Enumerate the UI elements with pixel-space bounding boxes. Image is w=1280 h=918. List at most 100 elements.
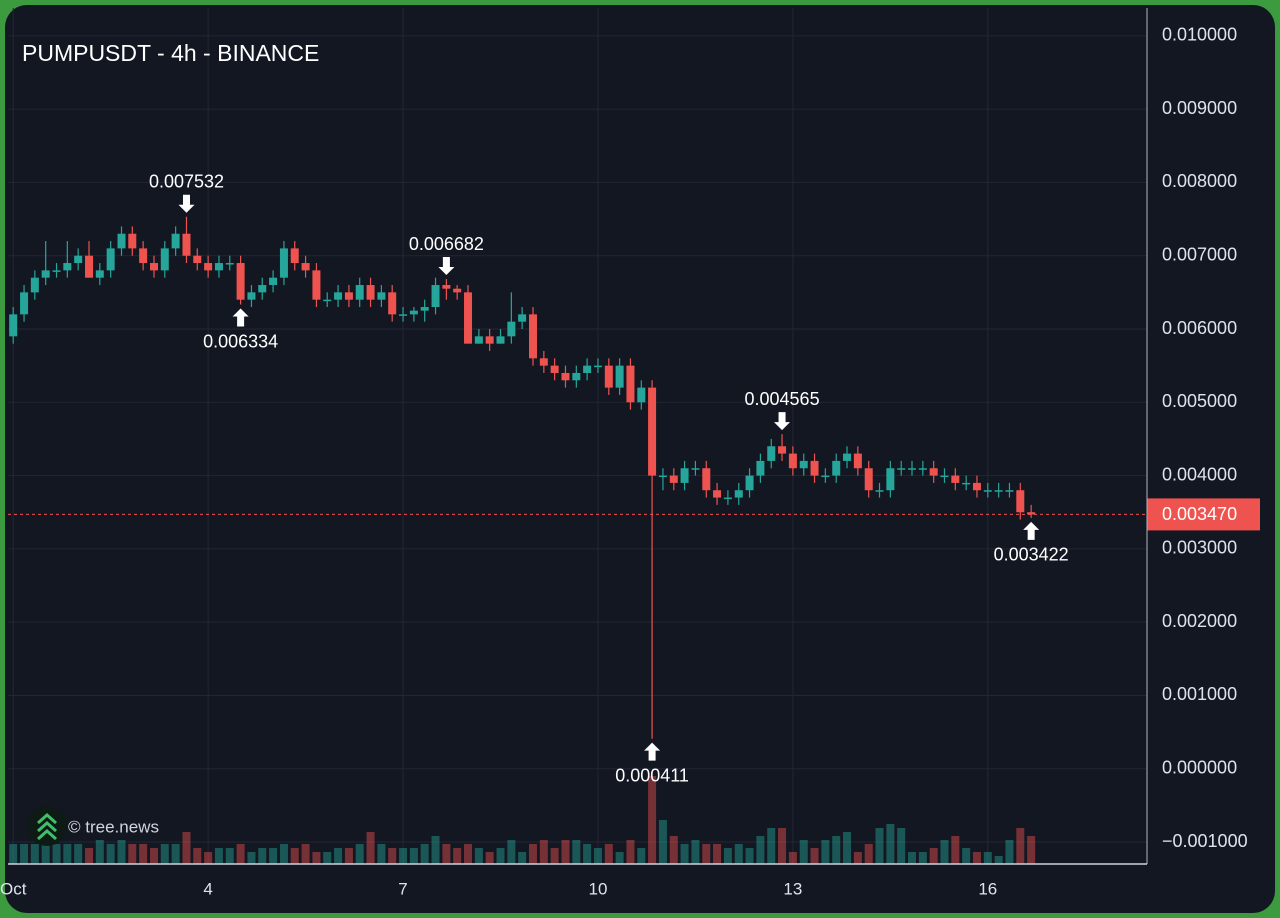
candle-body [85,255,94,278]
candle-body [160,248,169,271]
volume-bar [745,848,754,864]
volume-bar [1005,840,1014,864]
volume-bar [799,840,808,864]
chart-title: PUMPUSDT - 4h - BINANCE [22,40,319,66]
volume-bar [864,844,873,864]
candle-body [821,475,830,478]
candle-body [236,263,245,300]
candle-body [399,314,408,316]
candle-body [572,372,581,381]
candle-body [442,285,451,289]
candle-body [648,387,657,476]
candle-body [561,372,570,381]
candle-body [41,270,50,278]
candle-body [225,263,234,265]
volume-bar [344,848,353,864]
volume-bar [528,844,537,864]
volume-bar [366,832,375,864]
candle-body [204,263,213,271]
candle-body [20,292,29,315]
annotation-label: 0.000411 [615,765,689,785]
annotation-label: 0.007532 [149,171,224,191]
volume-bar [648,776,657,864]
volume-bar [139,844,148,864]
candle-body [312,270,321,300]
volume-layer [9,776,1036,864]
candle-body [615,365,624,388]
y-tick-label: 0.005000 [1162,391,1237,411]
y-tick-label: 0.009000 [1162,98,1237,118]
volume-bar [74,844,83,864]
volume-bar [550,848,559,864]
volume-bar [810,848,819,864]
grid [8,8,1147,864]
candle-body [377,292,386,300]
y-tick-label: 0.006000 [1162,318,1237,338]
volume-bar [30,844,39,864]
overlay-layer: 0.003470 0.007532 0.006334 0.006682 0.000411… [8,171,1260,785]
candle-body [994,490,1003,492]
candle-body [420,307,429,311]
candle-body [669,475,678,483]
candle-body [528,314,537,359]
volume-bar [962,848,971,864]
volume-bar [702,844,711,864]
candle-body [1016,490,1025,513]
y-tick-label: 0.003000 [1162,538,1237,558]
candle-body [658,475,667,478]
candle-body [388,292,397,315]
volume-bar [214,848,223,864]
annotation-arrow [232,308,249,327]
candle-body [843,453,852,461]
candle-body [279,248,288,278]
candle-body [474,336,483,344]
volume-bar [63,844,72,864]
y-tick-label: 0.002000 [1162,611,1237,631]
y-tick-label: 0.008000 [1162,171,1237,191]
annotation-label: 0.003422 [994,545,1069,565]
volume-bar [983,852,992,864]
volume-bar [301,844,310,864]
volume-bar [149,848,158,864]
candle-body [810,460,819,476]
volume-bar [355,844,364,864]
candle-body [788,453,797,469]
candle-body [518,314,527,322]
volume-bar [312,852,321,864]
candle-body [853,453,862,469]
volume-bar [1016,828,1025,864]
y-tick-label: 0.000000 [1162,757,1237,777]
candle-layer [9,216,1036,739]
volume-bar [41,844,50,864]
volume-bar [117,840,126,864]
volume-bar [875,828,884,864]
candle-body [951,475,960,483]
watermark: © tree.news [68,817,159,836]
x-tick-label: 13 [783,879,802,898]
volume-bar [713,844,722,864]
candle-body [604,365,613,388]
candle-body [193,255,202,264]
candle-body [344,292,353,300]
candle-body [626,365,635,403]
last-price-label: 0.003470 [1162,504,1237,524]
candle-body [139,248,148,264]
volume-bar [236,844,245,864]
x-tick-label: 7 [398,879,407,898]
last-price-box [1147,498,1260,531]
candle-body [95,270,104,278]
volume-bar [442,844,451,864]
volume-bar [323,852,332,864]
volume-bar [431,836,440,864]
logo [27,806,67,846]
candle-body [550,365,559,373]
candle-body [464,292,473,344]
volume-bar [767,828,776,864]
candle-body [778,446,787,454]
volume-bar [604,844,613,864]
y-tick-label: 0.004000 [1162,464,1237,484]
candle-body [496,336,505,344]
volume-bar [691,840,700,864]
volume-bar [225,848,234,864]
